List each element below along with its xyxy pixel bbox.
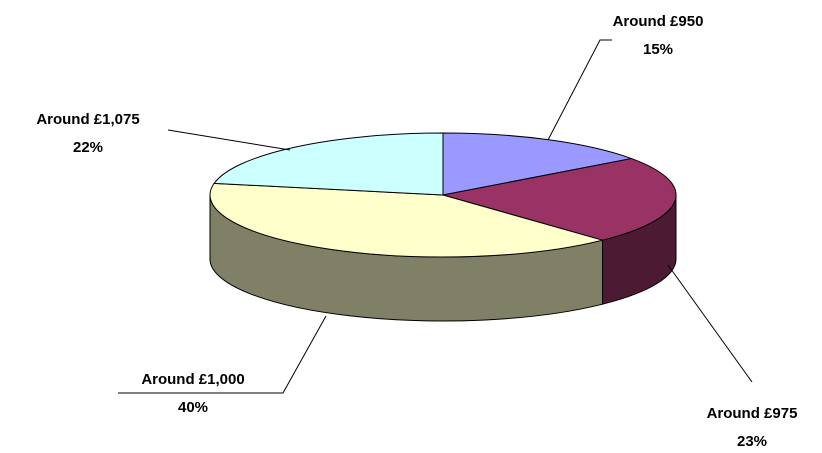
slice-value-label: 23% [737,433,767,450]
leader-line [667,264,753,383]
leader-line [167,129,291,151]
slice-value-label: 22% [73,139,103,156]
slice-label: Around £1,075 [36,111,139,128]
slice-value-label: 40% [178,399,208,416]
slice [209,182,605,258]
leader-line [547,39,612,141]
slice-label: Around £950 [613,13,704,30]
slice [442,158,677,241]
slice-label: Around £975 [707,405,798,422]
leader-line [118,315,327,394]
slice [442,132,634,196]
slice-value-label: 15% [643,41,673,58]
slice-label: Around £1,000 [141,371,244,388]
slice [213,132,444,196]
